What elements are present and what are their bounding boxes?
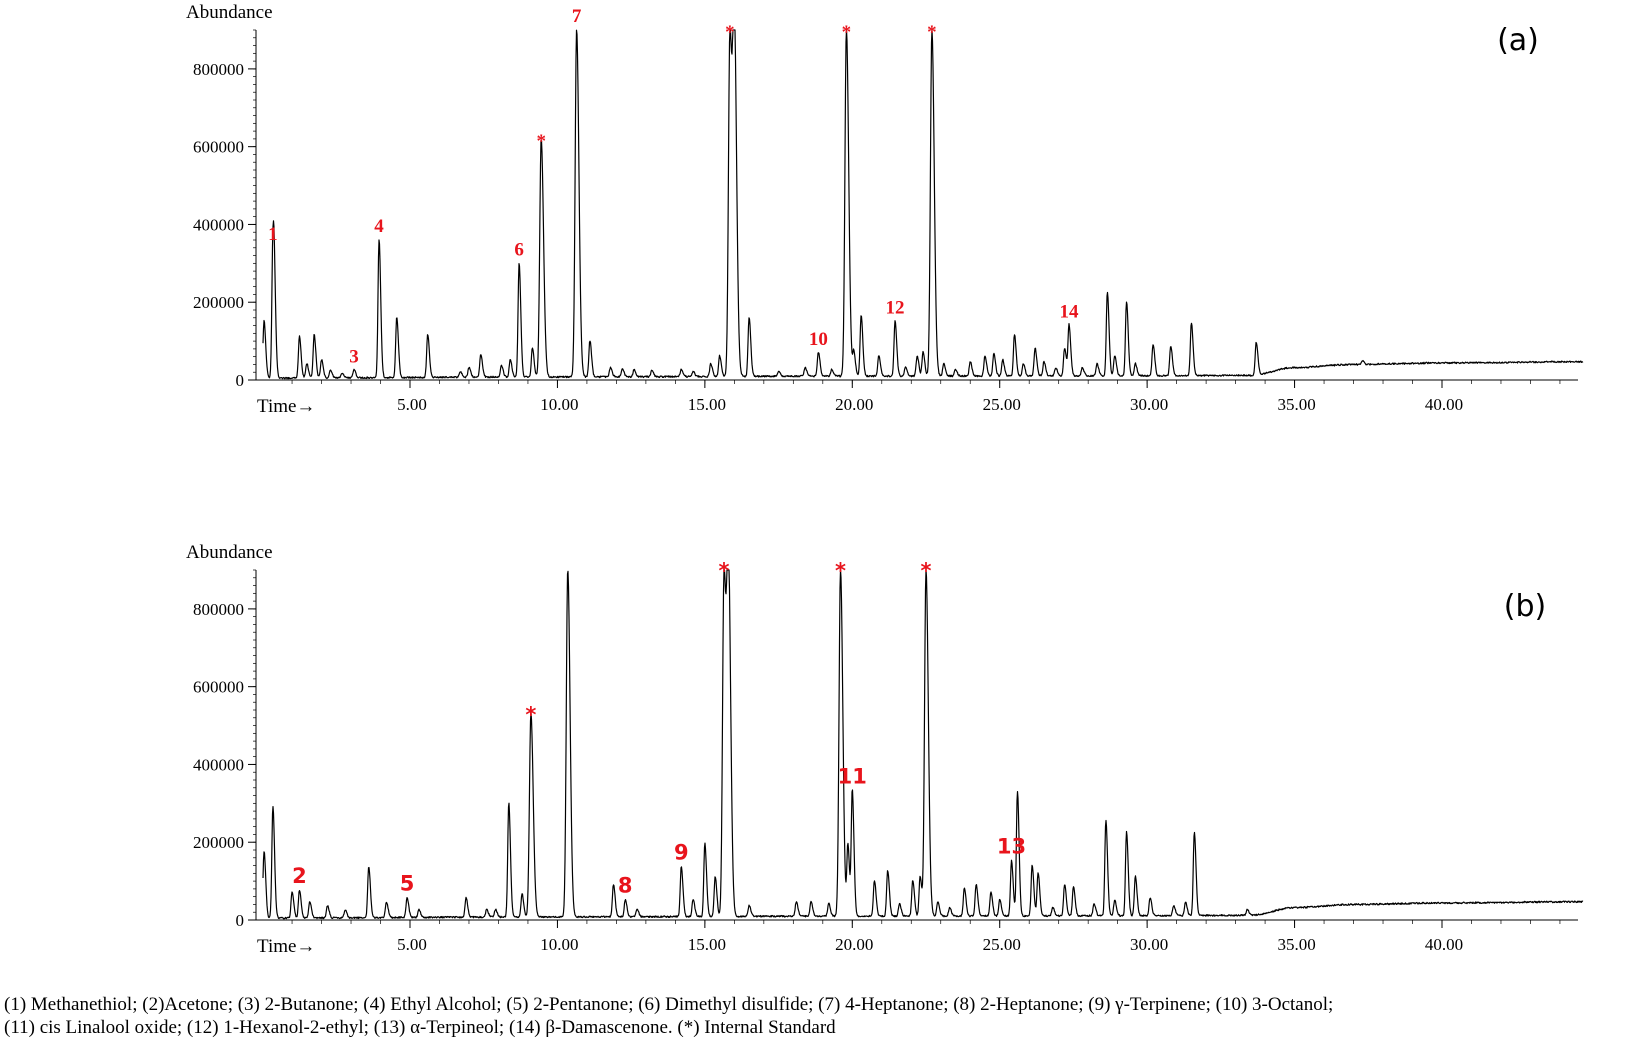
y-axis-title: Abundance [186, 542, 273, 563]
y-axis-title: Abundance [186, 2, 273, 23]
x-tick-label: 35.00 [1277, 935, 1315, 954]
x-tick-label: 15.00 [688, 935, 726, 954]
x-tick-label: 10.00 [540, 395, 578, 414]
x-axis-title: Time→ [257, 936, 315, 957]
peak-label-12: 12 [886, 298, 905, 319]
peak-label-5: 5 [400, 872, 415, 896]
peak-label-3: 3 [349, 346, 359, 367]
internal-standard-marker: * [719, 559, 730, 583]
figure-caption: (1) Methanethiol; (2)Acetone; (3) 2-Buta… [4, 993, 1646, 1039]
chromatogram-panel-a: 0 200000 400000 600000 800000 Abundance 5.00 10… [186, 2, 1584, 417]
peak-label-1: 1 [268, 224, 278, 245]
internal-standard-marker: * [835, 559, 846, 583]
x-tick-label: 25.00 [983, 395, 1021, 414]
chromatogram-panel-b: 0 200000 400000 600000 800000 Abundance 5.00 10… [186, 542, 1584, 957]
y-tick-label: 400000 [193, 215, 244, 234]
peak-label-4: 4 [374, 216, 384, 237]
caption-line-1: (1) Methanethiol; (2)Acetone; (3) 2-Buta… [4, 994, 1334, 1015]
x-tick-label: 25.00 [983, 935, 1021, 954]
x-axis-title: Time→ [257, 396, 315, 417]
peak-label-9: 9 [674, 841, 689, 865]
peak-label-2: 2 [292, 864, 307, 888]
x-tick-label: 10.00 [540, 935, 578, 954]
y-tick-label: 600000 [193, 678, 244, 697]
chromatogram-trace [262, 29, 1584, 380]
x-tick-label: 30.00 [1130, 395, 1168, 414]
y-tick-label: 200000 [193, 833, 244, 852]
panel-label: (b) [1504, 589, 1546, 624]
x-tick-label: 40.00 [1425, 935, 1463, 954]
y-tick-label: 400000 [193, 755, 244, 774]
y-tick-label: 800000 [193, 60, 244, 79]
peak-label-7: 7 [572, 6, 582, 27]
y-tick-label: 600000 [193, 138, 244, 157]
x-tick-label: 15.00 [688, 395, 726, 414]
caption-line-2: (11) cis Linalool oxide; (12) 1-Hexanol-… [4, 1017, 836, 1038]
peak-label-10: 10 [809, 329, 828, 350]
peak-label-14: 14 [1060, 302, 1080, 323]
peak-label-8: 8 [618, 874, 633, 898]
internal-standard-marker: * [525, 703, 536, 727]
internal-standard-marker: * [536, 131, 546, 152]
x-tick-label: 30.00 [1130, 935, 1168, 954]
peak-label-6: 6 [514, 239, 524, 260]
x-tick-label: 20.00 [835, 935, 873, 954]
x-tick-label: 35.00 [1277, 395, 1315, 414]
y-tick-label: 200000 [193, 293, 244, 312]
x-tick-label: 5.00 [397, 395, 427, 414]
x-tick-label: 20.00 [835, 395, 873, 414]
internal-standard-marker: * [725, 22, 735, 43]
x-tick-label: 5.00 [397, 935, 427, 954]
y-tick-label: 0 [236, 911, 245, 930]
chromatogram-trace [262, 569, 1584, 920]
panel-label: (a) [1497, 23, 1539, 58]
internal-standard-marker: * [921, 559, 932, 583]
peak-label-11: 11 [838, 765, 867, 789]
peak-label-13: 13 [997, 835, 1026, 859]
y-tick-label: 800000 [193, 600, 244, 619]
internal-standard-marker: * [927, 22, 937, 43]
y-tick-label: 0 [236, 371, 245, 390]
x-tick-label: 40.00 [1425, 395, 1463, 414]
internal-standard-marker: * [842, 22, 852, 43]
